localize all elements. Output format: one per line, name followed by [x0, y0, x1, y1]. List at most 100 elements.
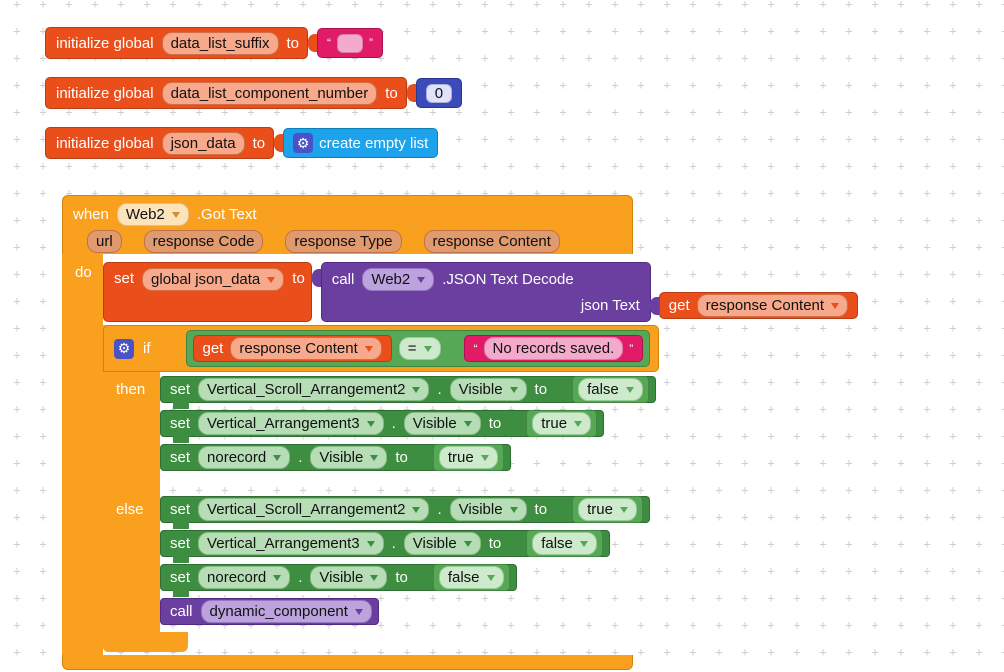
component-dropdown[interactable]: Web2: [362, 268, 435, 291]
variable-dropdown[interactable]: response Content: [230, 337, 382, 360]
init-global-body[interactable]: initialize global json_data to: [45, 127, 275, 159]
close-quote: ”: [629, 341, 634, 356]
param-response-content[interactable]: response Content: [423, 230, 560, 253]
set-visible-block[interactable]: set Vertical_Arrangement3 . Visible to f…: [160, 530, 610, 563]
boolean-block[interactable]: false: [572, 376, 649, 403]
dropdown-arrow-icon: [354, 608, 363, 615]
if-block-foot: [103, 632, 188, 652]
component-dropdown[interactable]: Vertical_Scroll_Arrangement2: [198, 378, 430, 401]
variable-name: response Content: [705, 297, 825, 314]
component-dropdown[interactable]: norecord: [198, 446, 291, 469]
init-global-data-list-component-number-block[interactable]: initialize global data_list_component_nu…: [45, 77, 463, 109]
property-dropdown[interactable]: Visible: [449, 378, 527, 401]
set-visible-block[interactable]: set norecord . Visible to false: [160, 564, 517, 597]
param-label: response Type: [294, 233, 393, 250]
if-label: if: [143, 340, 151, 357]
call-procedure-block[interactable]: call dynamic_component: [160, 598, 379, 625]
boolean-block[interactable]: false: [432, 564, 510, 591]
number-input-field[interactable]: 0: [425, 83, 453, 103]
equals-comparison-block[interactable]: get response Content = “ No records save…: [185, 330, 651, 367]
component-dropdown[interactable]: Vertical_Arrangement3: [198, 532, 384, 555]
set-json-data-row[interactable]: set global json_data to call Web2 .JSON …: [103, 262, 859, 322]
property-name: Visible: [458, 501, 503, 518]
set-visible-block[interactable]: set Vertical_Scroll_Arrangement2 . Visib…: [160, 496, 650, 529]
when-header[interactable]: when Web2 .Got Text url response Code re…: [62, 195, 633, 254]
dropdown-arrow-icon: [273, 454, 282, 461]
dropdown-arrow-icon: [273, 574, 282, 581]
to-label: to: [534, 381, 548, 398]
param-response-type[interactable]: response Type: [285, 230, 402, 253]
boolean-block[interactable]: true: [432, 444, 504, 471]
set-label: set: [170, 535, 191, 552]
event-name: .Got Text: [196, 206, 257, 223]
set-label: set: [170, 415, 191, 432]
dropdown-arrow-icon: [574, 420, 583, 427]
empty-string-block[interactable]: “ ”: [317, 28, 384, 58]
set-visible-block[interactable]: set norecord . Visible to true: [160, 444, 511, 471]
to-label: to: [252, 134, 266, 152]
set-variable-block[interactable]: set global json_data to: [103, 262, 312, 322]
boolean-value: true: [587, 501, 613, 518]
boolean-block[interactable]: true: [526, 410, 598, 437]
variable-dropdown[interactable]: global json_data: [142, 268, 285, 291]
procedure-dropdown[interactable]: dynamic_component: [200, 600, 372, 623]
call-json-text-decode-block[interactable]: call Web2 .JSON Text Decode json Text ge…: [320, 262, 859, 322]
if-condition-row[interactable]: ⚙ if get response Content = “: [103, 325, 660, 372]
variable-name-field[interactable]: json_data: [161, 131, 245, 155]
when-web2-gottext-block[interactable]: when Web2 .Got Text url response Code re…: [62, 195, 859, 670]
if-block[interactable]: ⚙ if get response Content = “: [103, 325, 660, 652]
to-label: to: [488, 535, 502, 552]
init-global-data-list-suffix-block[interactable]: initialize global data_list_suffix to “ …: [45, 27, 384, 59]
procedure-name: dynamic_component: [209, 603, 348, 620]
string-block[interactable]: “ No records saved. ”: [463, 335, 644, 362]
get-response-content-block[interactable]: get response Content: [192, 335, 392, 362]
component-dropdown[interactable]: norecord: [198, 566, 291, 589]
property-dropdown[interactable]: Visible: [449, 498, 527, 521]
dropdown-arrow-icon: [509, 386, 518, 393]
string-input-field[interactable]: [337, 33, 364, 53]
create-empty-list-block[interactable]: ⚙ create empty list: [283, 128, 439, 158]
to-label: to: [395, 449, 408, 466]
boolean-block[interactable]: false: [526, 530, 603, 557]
get-label: get: [668, 297, 690, 314]
component-name: Vertical_Arrangement3: [207, 535, 360, 552]
operator-dropdown[interactable]: =: [398, 337, 441, 360]
init-global-body[interactable]: initialize global data_list_component_nu…: [45, 77, 407, 109]
value-socket: [274, 134, 284, 152]
else-label: else: [116, 501, 144, 518]
to-label: to: [534, 501, 548, 518]
variable-dropdown[interactable]: response Content: [696, 294, 849, 317]
variable-name-field[interactable]: data_list_suffix: [161, 31, 279, 55]
number-block[interactable]: 0: [415, 78, 463, 108]
string-input-field[interactable]: No records saved.: [483, 337, 624, 360]
property-dropdown[interactable]: Visible: [310, 566, 388, 589]
property-dropdown[interactable]: Visible: [310, 446, 388, 469]
component-dropdown[interactable]: Vertical_Arrangement3: [198, 412, 384, 435]
set-label: set: [114, 270, 135, 287]
set-label: set: [170, 501, 191, 518]
value-socket: [509, 414, 519, 433]
param-url[interactable]: url: [87, 230, 122, 253]
init-global-json-data-block[interactable]: initialize global json_data to ⚙ create …: [45, 127, 439, 159]
init-keyword: initialize global: [56, 134, 154, 152]
mutator-gear-icon[interactable]: ⚙: [114, 338, 134, 359]
get-response-content-block[interactable]: get response Content: [649, 292, 859, 319]
boolean-block[interactable]: true: [572, 496, 643, 523]
set-label: set: [170, 569, 191, 586]
value-socket: [555, 500, 565, 519]
param-response-code[interactable]: response Code: [143, 230, 264, 253]
variable-name-field[interactable]: data_list_component_number: [161, 81, 378, 105]
init-global-body[interactable]: initialize global data_list_suffix to: [45, 27, 309, 59]
property-dropdown[interactable]: Visible: [403, 532, 481, 555]
mutator-gear-icon[interactable]: ⚙: [293, 133, 314, 153]
set-visible-block[interactable]: set Vertical_Scroll_Arrangement2 . Visib…: [160, 376, 656, 409]
dropdown-arrow-icon: [463, 540, 472, 547]
to-label: to: [286, 34, 300, 52]
component-dropdown[interactable]: Vertical_Scroll_Arrangement2: [198, 498, 430, 521]
set-visible-block[interactable]: set Vertical_Arrangement3 . Visible to t…: [160, 410, 605, 443]
property-dropdown[interactable]: Visible: [403, 412, 481, 435]
boolean-value: false: [587, 381, 619, 398]
when-block-foot: [62, 655, 633, 670]
component-dropdown[interactable]: Web2: [116, 203, 189, 226]
init-keyword: initialize global: [56, 84, 154, 102]
